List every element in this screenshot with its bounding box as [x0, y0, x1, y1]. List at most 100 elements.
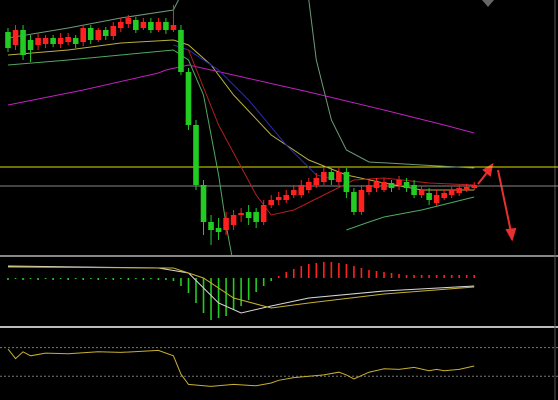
macd-bar [465, 275, 468, 278]
candle-body [50, 38, 56, 44]
candle-body [35, 38, 41, 45]
candle-body [260, 205, 267, 222]
macd-bar [14, 278, 17, 279]
indicator-line [7, 49, 233, 255]
macd-bar [59, 278, 62, 279]
candle-body [373, 182, 380, 188]
macd-bar [142, 278, 145, 280]
indicator-line [7, 64, 475, 134]
macd-bar [405, 275, 408, 278]
macd-bar [330, 262, 333, 278]
macd-bar [277, 276, 280, 278]
candle-body [20, 30, 26, 55]
candle-body [27, 40, 34, 50]
candle-body [253, 212, 259, 222]
candle-body [321, 172, 327, 182]
macd-bar [97, 278, 100, 280]
candle-body [42, 38, 49, 44]
candle-body [268, 200, 274, 205]
candle-body [230, 215, 237, 225]
candle-body [5, 32, 11, 48]
macd-bar [44, 278, 47, 279]
macd-bar [428, 275, 430, 278]
candle-body [306, 182, 312, 190]
macd-bar [420, 275, 423, 278]
macd-bar [172, 278, 175, 281]
candle-body [208, 222, 214, 230]
candle-body [215, 228, 222, 232]
candle-body [95, 30, 102, 40]
macd-bar [413, 275, 415, 278]
macd-bar [375, 271, 378, 278]
candle-body [65, 37, 71, 42]
top-marker [482, 0, 494, 7]
candle-body [200, 185, 207, 222]
macd-bar [89, 278, 92, 279]
candle-body [351, 192, 357, 212]
candle-body [471, 185, 478, 188]
macd-bar [165, 278, 167, 280]
macd-bar [262, 278, 265, 286]
macd-bar [398, 274, 400, 278]
candle-body [125, 18, 132, 24]
macd-bar [308, 264, 310, 278]
macd-bar [67, 278, 69, 280]
macd-bar [195, 278, 197, 303]
macd-bar [104, 278, 107, 279]
candle-body [102, 30, 109, 36]
candle-body [396, 180, 402, 185]
macd-bar [22, 278, 24, 280]
candle-body [118, 22, 124, 28]
oscillator-panel [0, 347, 558, 387]
candle-body [140, 22, 147, 28]
macd-bar [458, 275, 460, 278]
candle-body [411, 185, 417, 195]
macd-bar [180, 278, 182, 286]
candle-body [336, 172, 342, 182]
macd-bar [315, 263, 318, 278]
candle-body [381, 182, 387, 190]
candle-body [426, 193, 432, 200]
candle-body [298, 185, 305, 195]
indicator-line [346, 196, 475, 231]
candle-body [403, 182, 410, 188]
candle-body [223, 218, 229, 230]
macd-bar [120, 278, 122, 279]
candle-body [290, 190, 297, 195]
candle-body [328, 172, 335, 180]
candle-body [358, 190, 365, 212]
candle-body [343, 172, 350, 192]
macd-bar [368, 270, 370, 278]
macd-bar [255, 278, 257, 292]
candle-body [57, 38, 64, 44]
candle-body [87, 28, 94, 40]
macd-bar [353, 266, 355, 278]
candle-body [155, 22, 162, 30]
macd-bar [383, 272, 385, 278]
candle-body [163, 22, 169, 30]
macd-bar [338, 263, 340, 278]
macd-bar [323, 262, 325, 278]
macd-bar [240, 278, 242, 306]
macd-bar [7, 278, 9, 280]
macd-bar [450, 275, 453, 278]
macd-bar [52, 278, 54, 280]
candle-body [245, 212, 252, 218]
macd-bar [135, 278, 137, 279]
candle-body [313, 178, 320, 185]
macd-bar [232, 278, 235, 310]
indicator-line [7, 265, 475, 314]
candle-body [388, 183, 395, 188]
candle-body [185, 72, 192, 125]
macd-bar [390, 273, 393, 278]
macd-bar [225, 278, 227, 316]
macd-bar [210, 278, 212, 320]
candle-body [418, 190, 425, 195]
macd-bar [443, 275, 445, 278]
macd-bar [202, 278, 205, 313]
macd-bar [345, 264, 348, 278]
candle-body [72, 38, 79, 44]
indicator-line [7, 348, 475, 387]
candle-body [441, 193, 447, 198]
candle-body [148, 22, 154, 30]
